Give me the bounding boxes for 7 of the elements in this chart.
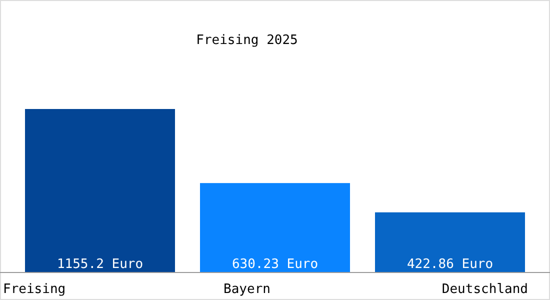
x-tick-label: Bayern [224, 282, 270, 297]
data-label: 630.23 Euro [232, 257, 318, 272]
x-tick-label: Deutschland [442, 282, 528, 297]
chart-title: Freising 2025 [196, 33, 298, 48]
x-tick-label: Freising [3, 282, 66, 297]
data-label: 1155.2 Euro [56, 257, 144, 272]
data-label: 422.86 Euro [406, 257, 494, 272]
